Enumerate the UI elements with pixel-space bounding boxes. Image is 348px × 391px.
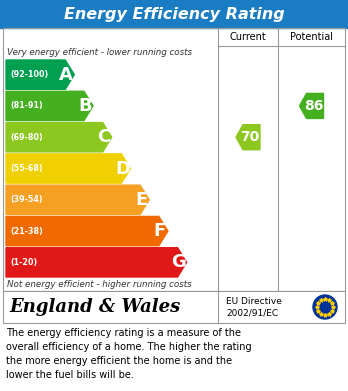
- Bar: [3, 28, 345, 291]
- Text: (81-91): (81-91): [10, 101, 43, 110]
- Text: 86: 86: [304, 99, 323, 113]
- Text: D: D: [115, 160, 130, 178]
- Text: E: E: [135, 191, 147, 209]
- Text: (55-68): (55-68): [10, 164, 43, 173]
- Polygon shape: [300, 93, 324, 118]
- Text: B: B: [78, 97, 92, 115]
- Polygon shape: [6, 185, 149, 214]
- Text: (39-54): (39-54): [10, 195, 42, 204]
- Text: Energy Efficiency Rating: Energy Efficiency Rating: [64, 7, 284, 22]
- Text: F: F: [154, 222, 166, 240]
- Polygon shape: [6, 91, 93, 120]
- Polygon shape: [6, 60, 74, 89]
- Polygon shape: [6, 217, 168, 246]
- Circle shape: [313, 295, 337, 319]
- Polygon shape: [6, 248, 187, 277]
- Text: EU Directive
2002/91/EC: EU Directive 2002/91/EC: [226, 297, 282, 317]
- Text: 70: 70: [240, 130, 260, 144]
- Text: C: C: [97, 128, 110, 146]
- Polygon shape: [236, 125, 260, 150]
- Text: Not energy efficient - higher running costs: Not energy efficient - higher running co…: [7, 280, 192, 289]
- Bar: [3, 291, 345, 323]
- Text: (69-80): (69-80): [10, 133, 43, 142]
- Text: (1-20): (1-20): [10, 258, 37, 267]
- Text: (92-100): (92-100): [10, 70, 48, 79]
- Bar: [0, 0, 348, 28]
- Text: England & Wales: England & Wales: [9, 298, 180, 316]
- Polygon shape: [6, 154, 130, 183]
- Polygon shape: [6, 122, 112, 152]
- Text: Potential: Potential: [290, 32, 333, 42]
- Text: The energy efficiency rating is a measure of the
overall efficiency of a home. T: The energy efficiency rating is a measur…: [6, 328, 252, 380]
- Text: (21-38): (21-38): [10, 226, 43, 235]
- Text: Very energy efficient - lower running costs: Very energy efficient - lower running co…: [7, 48, 192, 57]
- Text: A: A: [60, 66, 73, 84]
- Text: Current: Current: [230, 32, 266, 42]
- Text: G: G: [171, 253, 186, 271]
